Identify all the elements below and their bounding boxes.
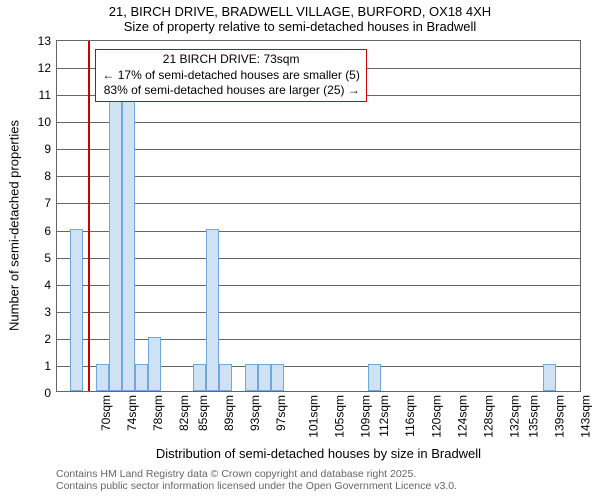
title-line-1: 21, BIRCH DRIVE, BRADWELL VILLAGE, BURFO… bbox=[0, 4, 600, 19]
histogram-bar bbox=[148, 337, 161, 391]
y-tick-label: 12 bbox=[38, 61, 57, 75]
y-tick-label: 5 bbox=[44, 251, 57, 265]
callout-title: 21 BIRCH DRIVE: 73sqm bbox=[102, 52, 359, 68]
chart-title: 21, BIRCH DRIVE, BRADWELL VILLAGE, BURFO… bbox=[0, 0, 600, 34]
x-tick-label: 97sqm bbox=[274, 395, 288, 431]
grid-line bbox=[57, 149, 580, 150]
y-tick-label: 10 bbox=[38, 115, 57, 129]
y-tick-label: 7 bbox=[44, 196, 57, 210]
histogram-bar bbox=[368, 364, 381, 391]
property-callout: 21 BIRCH DRIVE: 73sqm← 17% of semi-detac… bbox=[95, 49, 366, 102]
histogram-bar bbox=[96, 364, 109, 391]
x-tick-label: 89sqm bbox=[222, 395, 236, 431]
x-tick-label: 132sqm bbox=[508, 395, 522, 438]
footer-attribution: Contains HM Land Registry data © Crown c… bbox=[56, 468, 457, 492]
y-tick-label: 4 bbox=[44, 278, 57, 292]
x-tick-label: 74sqm bbox=[125, 395, 139, 431]
x-tick-label: 85sqm bbox=[196, 395, 210, 431]
histogram-bar bbox=[193, 364, 206, 391]
grid-line bbox=[57, 312, 580, 313]
histogram-bar bbox=[135, 364, 148, 391]
y-tick-label: 8 bbox=[44, 169, 57, 183]
footer-line-2: Contains public sector information licen… bbox=[56, 480, 457, 492]
x-tick-label: 93sqm bbox=[248, 395, 262, 431]
histogram-bar bbox=[70, 229, 83, 391]
y-tick-label: 13 bbox=[38, 34, 57, 48]
x-tick-label: 101sqm bbox=[307, 395, 321, 438]
histogram-bar bbox=[109, 93, 122, 391]
x-tick-label: 105sqm bbox=[333, 395, 347, 438]
histogram-bar bbox=[543, 364, 556, 391]
y-axis-label: Number of semi-detached properties bbox=[7, 120, 22, 331]
y-tick-label: 6 bbox=[44, 224, 57, 238]
x-tick-label: 120sqm bbox=[430, 395, 444, 438]
x-tick-label: 135sqm bbox=[527, 395, 541, 438]
grid-line bbox=[57, 203, 580, 204]
histogram-bar bbox=[206, 229, 219, 391]
y-tick-label: 9 bbox=[44, 142, 57, 156]
grid-line bbox=[57, 285, 580, 286]
y-tick-label: 3 bbox=[44, 305, 57, 319]
x-tick-label: 82sqm bbox=[177, 395, 191, 431]
x-tick-label: 139sqm bbox=[553, 395, 567, 438]
property-marker-line bbox=[88, 41, 90, 391]
histogram-bar bbox=[122, 93, 135, 391]
callout-smaller: ← 17% of semi-detached houses are smalle… bbox=[102, 68, 359, 84]
title-line-2: Size of property relative to semi-detach… bbox=[0, 19, 600, 34]
x-tick-label: 109sqm bbox=[358, 395, 372, 438]
histogram-bar bbox=[245, 364, 258, 391]
y-tick-label: 11 bbox=[39, 88, 57, 102]
grid-line bbox=[57, 122, 580, 123]
grid-line bbox=[57, 339, 580, 340]
x-tick-label: 128sqm bbox=[482, 395, 496, 438]
grid-line bbox=[57, 176, 580, 177]
chart-container: 21, BIRCH DRIVE, BRADWELL VILLAGE, BURFO… bbox=[0, 0, 600, 500]
x-axis-label: Distribution of semi-detached houses by … bbox=[56, 446, 581, 461]
y-tick-label: 1 bbox=[44, 359, 57, 373]
grid-line bbox=[57, 231, 580, 232]
x-tick-label: 143sqm bbox=[579, 395, 593, 438]
histogram-bar bbox=[271, 364, 284, 391]
y-tick-label: 0 bbox=[44, 386, 57, 400]
x-tick-label: 116sqm bbox=[403, 395, 417, 437]
histogram-bar bbox=[219, 364, 232, 391]
footer-line-1: Contains HM Land Registry data © Crown c… bbox=[56, 468, 457, 480]
x-tick-label: 78sqm bbox=[151, 395, 165, 431]
plot-area: 01234567891011121370sqm74sqm78sqm82sqm85… bbox=[56, 40, 581, 392]
x-tick-label: 124sqm bbox=[456, 395, 470, 438]
grid-line bbox=[57, 258, 580, 259]
x-tick-label: 70sqm bbox=[99, 395, 113, 431]
y-tick-label: 2 bbox=[44, 332, 57, 346]
histogram-bar bbox=[258, 364, 271, 391]
callout-larger: 83% of semi-detached houses are larger (… bbox=[102, 83, 359, 99]
x-tick-label: 112sqm bbox=[377, 395, 391, 437]
